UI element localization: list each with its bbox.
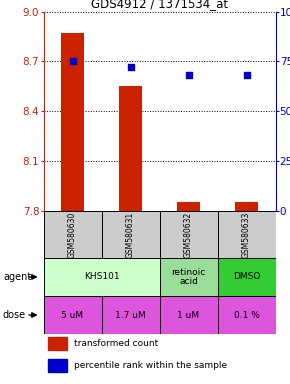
Text: percentile rank within the sample: percentile rank within the sample — [74, 361, 227, 370]
FancyBboxPatch shape — [160, 258, 218, 296]
Point — [70, 58, 75, 65]
FancyBboxPatch shape — [102, 211, 160, 258]
Bar — [177, 202, 200, 211]
Title: GDS4912 / 1371534_at: GDS4912 / 1371534_at — [91, 0, 228, 10]
Text: 5 uM: 5 uM — [61, 311, 84, 319]
Point — [128, 65, 133, 71]
Bar — [48, 338, 67, 350]
Text: GSM580631: GSM580631 — [126, 212, 135, 258]
Text: 0.1 %: 0.1 % — [233, 311, 260, 319]
Bar — [48, 359, 67, 372]
FancyBboxPatch shape — [218, 258, 276, 296]
FancyBboxPatch shape — [44, 211, 102, 258]
FancyBboxPatch shape — [44, 296, 102, 334]
Text: dose: dose — [3, 310, 26, 320]
Bar — [235, 202, 258, 211]
Text: GSM580633: GSM580633 — [242, 211, 251, 258]
Point — [244, 72, 249, 78]
FancyBboxPatch shape — [160, 296, 218, 334]
Text: retinoic
acid: retinoic acid — [171, 268, 206, 286]
Text: 1.7 uM: 1.7 uM — [115, 311, 146, 319]
Text: GSM580632: GSM580632 — [184, 212, 193, 258]
Point — [186, 72, 191, 78]
FancyBboxPatch shape — [160, 211, 218, 258]
Text: GSM580630: GSM580630 — [68, 211, 77, 258]
FancyBboxPatch shape — [218, 211, 276, 258]
Text: transformed count: transformed count — [74, 339, 158, 348]
FancyBboxPatch shape — [44, 258, 160, 296]
Text: KHS101: KHS101 — [84, 272, 119, 281]
Bar — [119, 86, 142, 211]
Bar — [61, 33, 84, 211]
Text: 1 uM: 1 uM — [177, 311, 200, 319]
FancyBboxPatch shape — [102, 296, 160, 334]
Text: DMSO: DMSO — [233, 272, 260, 281]
FancyBboxPatch shape — [218, 296, 276, 334]
Text: agent: agent — [3, 272, 31, 282]
